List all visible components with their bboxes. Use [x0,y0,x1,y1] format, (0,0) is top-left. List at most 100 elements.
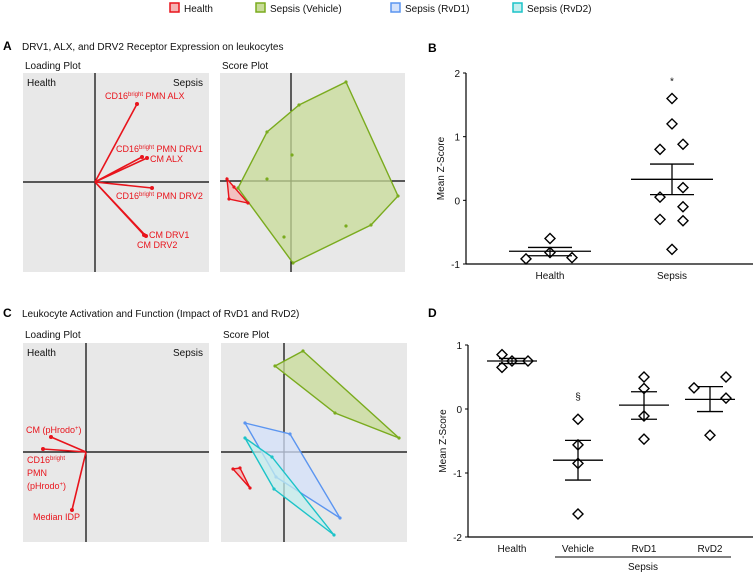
y-axis-label: Mean Z-Score [438,409,449,473]
data-point [520,252,532,265]
plot-title: Score Plot [223,330,269,341]
loading-vector [50,436,87,453]
data-point [720,392,732,405]
y-tick-label: 1 [454,133,460,144]
loading-vector-label: Median IDP [33,512,80,522]
loading-vector-tip [140,155,144,159]
loading-vector-tip [145,156,149,160]
score-point [288,432,292,436]
score-point [243,436,247,440]
panel-a-title: DRV1, ALX, and DRV2 Receptor Expression … [22,42,283,53]
dot-plot-D: -2 -1 0 1 Mean Z-Score Health Vehicle RvD1 RvD2 §… [438,341,753,573]
loading-vector-tip [142,233,146,237]
plot-title: Loading Plot [25,330,81,341]
data-point [720,371,732,383]
data-point [638,433,650,446]
dot-plot-B: -1 0 1 2 Mean Z-Score Health Sepsis * [436,69,753,282]
data-point [654,143,666,156]
score-point [265,177,269,181]
data-point [677,200,689,213]
score-point [301,349,305,353]
score-hull-health [226,176,250,205]
data-point [677,181,689,194]
legend-label: Sepsis (RvD2) [527,4,591,15]
data-point [704,429,716,442]
y-tick-label: 2 [454,69,460,80]
group-label: Sepsis [628,562,658,573]
data-point [544,232,556,245]
y-tick-label: 1 [456,341,462,352]
score-point [282,235,286,239]
score-point [338,516,342,520]
data-point [496,348,508,361]
score-point [225,177,229,181]
panel-letter-c: C [3,306,12,320]
score-point [332,533,336,537]
score-point [232,185,236,189]
data-point [688,381,700,394]
score-hull-health [231,467,251,489]
score-point [248,486,252,490]
data-point [654,191,666,204]
legend-label: Sepsis (Vehicle) [270,4,342,15]
score-point [236,186,240,190]
quadrant-label-health: Health [27,348,56,359]
score-point [396,194,400,198]
loading-vector-label: CD16bright [27,455,65,465]
score-point [273,364,277,368]
panel-c-title: Leukocyte Activation and Function (Impac… [22,309,299,320]
legend-swatch-2 [390,2,401,13]
data-point [572,413,584,426]
score-point [344,80,348,84]
score-point [246,201,250,205]
loading-vector [94,157,148,183]
loading-vector-tip [135,102,139,106]
loading-vector-label: CM DRV2 [137,240,177,250]
data-point [677,214,689,227]
loading-vector-label: (pHrodo+) [27,481,66,491]
score-point [231,467,235,471]
score-point [397,436,401,440]
score-point [265,130,269,134]
score-point [333,411,337,415]
score-plot-A-score: Score Plot [220,61,405,272]
x-tick-label: Vehicle [562,544,595,555]
score-point [238,466,242,470]
quadrant-label-sepsis: Sepsis [173,348,203,359]
loading-vector-label: CD16bright PMN DRV2 [116,191,203,201]
loading-vector-label: CD16bright PMN ALX [105,91,185,101]
legend: Health Sepsis (Vehicle) Sepsis (RvD1) Sepsi… [169,2,591,15]
score-point [270,455,274,459]
data-point [638,371,650,383]
legend-swatch-0 [169,2,180,13]
data-point [677,138,689,151]
panel-letter-a: A [3,39,12,53]
score-point [227,197,231,201]
score-point [344,224,348,228]
loading-vector [94,103,138,183]
y-tick-label: 0 [456,405,462,416]
plot-background [23,343,209,542]
data-point [666,243,678,256]
x-tick-label: Sepsis [657,271,687,282]
legend-label: Health [184,4,213,15]
loading-vector [94,181,153,189]
score-hull-sepsis-vehicle- [237,81,399,264]
loading-vector [42,448,87,453]
loading-plot-C-loading: Loading Plot Health Sepsis CM (pHrodo+) CD16… [23,330,209,542]
loading-vector [94,181,145,236]
y-tick-label: -1 [453,469,462,480]
loading-vector-label: PMN [27,468,47,478]
loading-vector-label: CM DRV1 [149,230,189,240]
significance-marker: * [670,76,674,87]
score-point [369,223,373,227]
data-point [566,251,578,264]
y-tick-label: 0 [454,196,460,207]
data-point [654,213,666,226]
loading-vector-tip [150,186,154,190]
panel-letter-b: B [428,41,437,55]
loading-vector-label: CM ALX [150,154,183,164]
score-point [291,261,295,265]
loading-vector [71,451,87,511]
